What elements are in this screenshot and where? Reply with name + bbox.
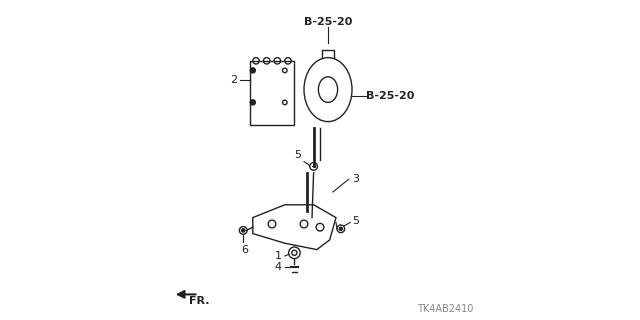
Circle shape xyxy=(339,227,342,230)
Text: FR.: FR. xyxy=(189,296,209,306)
Text: 5: 5 xyxy=(352,216,359,226)
Text: 1: 1 xyxy=(275,251,282,261)
Text: 5: 5 xyxy=(294,150,301,160)
Circle shape xyxy=(242,229,244,232)
Text: 3: 3 xyxy=(352,174,359,184)
Circle shape xyxy=(250,100,255,105)
Circle shape xyxy=(250,68,255,73)
Text: 6: 6 xyxy=(241,245,248,255)
Text: 4: 4 xyxy=(275,262,282,272)
Text: B-25-20: B-25-20 xyxy=(366,91,415,101)
Text: 2: 2 xyxy=(230,75,237,85)
Bar xyxy=(250,61,294,125)
Text: TK4AB2410: TK4AB2410 xyxy=(417,304,474,314)
Text: B-25-20: B-25-20 xyxy=(304,17,352,27)
